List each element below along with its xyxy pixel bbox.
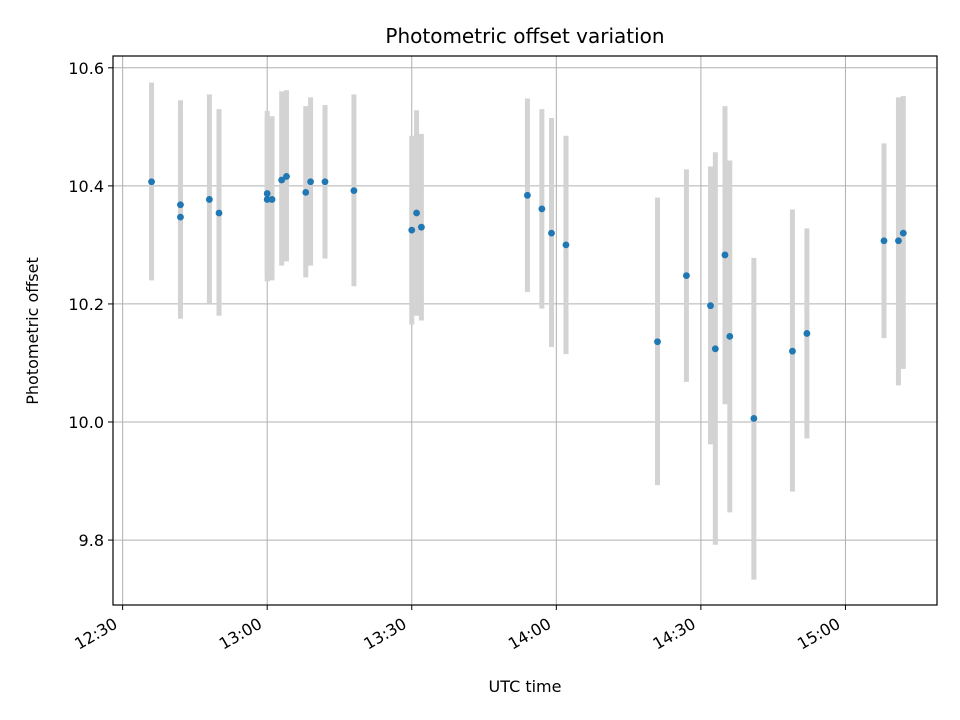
data-point — [711, 345, 719, 353]
y-axis: 9.8 10.0 10.2 10.4 10.6 — [68, 59, 113, 550]
x-axis-label: UTC time — [489, 677, 562, 696]
y-tick-label: 10.0 — [68, 413, 104, 432]
data-point — [215, 209, 223, 217]
data-point — [408, 226, 416, 234]
data-point — [148, 178, 155, 186]
data-point — [307, 178, 314, 186]
y-tick-label: 9.8 — [79, 531, 104, 550]
data-point — [177, 201, 184, 209]
data-points — [148, 173, 907, 422]
data-point — [524, 191, 531, 199]
data-point — [283, 173, 290, 180]
data-point — [895, 237, 902, 245]
data-point — [750, 415, 758, 422]
data-point — [707, 302, 714, 310]
data-point — [538, 205, 546, 213]
data-point — [205, 196, 213, 203]
plot-frame — [112, 55, 938, 606]
data-point — [177, 213, 184, 221]
data-point — [302, 188, 310, 196]
data-point — [726, 333, 734, 340]
data-point — [263, 190, 271, 197]
data-point — [350, 187, 358, 194]
data-point — [803, 330, 811, 337]
y-axis-label: Photometric offset — [23, 257, 42, 405]
data-point — [417, 223, 425, 231]
data-point — [321, 178, 329, 186]
chart-title: Photometric offset variation — [385, 24, 664, 48]
y-tick-label: 10.6 — [68, 59, 104, 78]
data-point — [278, 176, 286, 184]
data-point — [548, 229, 555, 237]
data-point — [268, 196, 276, 203]
data-point — [789, 347, 796, 355]
data-point — [899, 229, 907, 237]
y-tick-label: 10.2 — [68, 295, 104, 314]
data-point — [413, 209, 420, 217]
data-point — [721, 251, 729, 259]
data-point — [562, 241, 570, 249]
data-point — [654, 338, 661, 346]
data-point — [263, 196, 271, 203]
y-tick-label: 10.4 — [68, 177, 104, 196]
data-point — [683, 272, 690, 279]
data-point — [880, 237, 888, 245]
